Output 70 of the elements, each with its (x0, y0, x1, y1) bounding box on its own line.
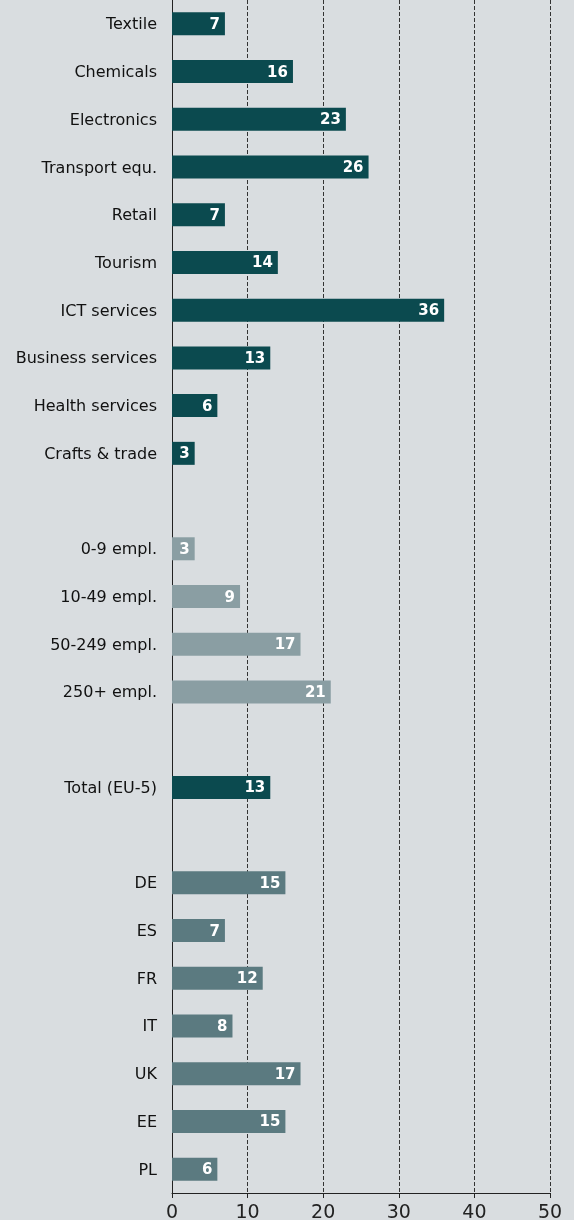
y-tick-label: IT (142, 1016, 158, 1036)
y-tick-label: UK (134, 1064, 158, 1084)
y-tick-label: ICT services (60, 300, 157, 320)
bar (172, 871, 286, 895)
data-label: 3 (179, 444, 190, 463)
data-label: 7 (209, 205, 220, 224)
y-tick-label: FR (136, 968, 157, 988)
y-tick-label: Total (EU-5) (63, 777, 157, 797)
data-label: 6 (201, 1160, 213, 1179)
y-tick-label: 250+ empl. (62, 682, 157, 702)
x-tick-label: 0 (165, 1199, 179, 1220)
bar (172, 680, 331, 704)
data-label: 8 (217, 1016, 228, 1035)
bar (172, 775, 271, 799)
bar (172, 394, 218, 418)
y-tick-label: 10-49 empl. (60, 587, 157, 606)
y-tick-label: 50-249 empl. (50, 634, 157, 654)
y-tick-label: ES (136, 921, 157, 941)
y-tick-label: Electronics (69, 109, 157, 129)
bar (172, 1062, 301, 1086)
x-tick-label: 20 (311, 1199, 336, 1220)
data-label: 6 (201, 396, 213, 415)
bar (172, 919, 225, 943)
bar (172, 585, 241, 608)
bar (172, 632, 301, 656)
y-tick-label: Business services (15, 348, 157, 368)
bar (172, 1014, 233, 1038)
y-tick-label: DE (134, 873, 157, 893)
data-label: 13 (244, 778, 266, 797)
bar (172, 1157, 218, 1181)
data-label: 9 (224, 587, 236, 606)
y-tick-label: Tourism (94, 252, 157, 272)
y-tick-label: 0-9 empl. (80, 539, 157, 559)
data-label: 15 (259, 873, 281, 892)
y-tick-label: EE (136, 1111, 157, 1131)
bar (172, 1109, 286, 1133)
bar (172, 298, 445, 322)
y-tick-label: Crafts & trade (44, 443, 157, 463)
data-label: 3 (179, 539, 190, 558)
data-label: 17 (274, 635, 296, 654)
y-tick-label: Transport equ. (40, 157, 157, 177)
data-label: 16 (267, 62, 288, 81)
bar (172, 250, 278, 274)
bar (172, 107, 346, 131)
data-label: 17 (274, 1064, 296, 1083)
data-label: 14 (251, 253, 273, 272)
bar (172, 966, 263, 990)
x-tick-label: 10 (235, 1199, 260, 1220)
y-tick-label: Textile (104, 14, 157, 34)
data-label: 7 (209, 921, 220, 940)
y-tick-label: Chemicals (74, 62, 157, 82)
bar (172, 155, 369, 179)
y-tick-label: Health services (33, 396, 157, 416)
data-label: 7 (209, 14, 220, 33)
bar (172, 346, 271, 370)
y-tick-label: Retail (111, 205, 157, 225)
data-label: 36 (418, 301, 440, 320)
bar (172, 60, 293, 84)
data-label: 12 (236, 969, 258, 988)
data-label: 23 (320, 110, 341, 129)
data-label: 13 (244, 348, 266, 367)
bar (172, 203, 225, 227)
y-tick-label: PL (138, 1159, 158, 1179)
x-tick-label: 50 (537, 1199, 563, 1220)
x-tick-label: 40 (462, 1199, 487, 1220)
data-label: 15 (259, 1112, 281, 1131)
bar (172, 12, 225, 36)
x-tick-label: 30 (386, 1199, 411, 1220)
data-label: 26 (342, 158, 364, 177)
data-label: 21 (304, 682, 326, 701)
